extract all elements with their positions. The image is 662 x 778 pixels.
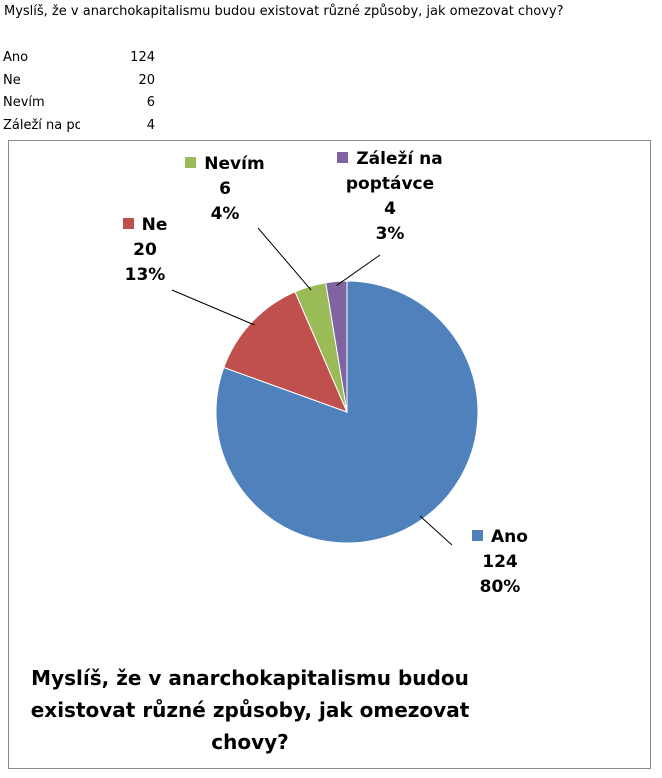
table-label: Ano [3,50,29,65]
data-label: Ne 20 13% [100,213,190,288]
pie-slice [325,280,348,413]
data-label: Záleží na poptávce 4 3% [320,147,460,247]
legend-key [185,157,197,168]
table-label: Záleží na poptávce [3,117,80,133]
data-label: Ano 124 80% [455,525,545,600]
label-value: 124 [482,552,518,572]
legend-key [122,218,134,229]
leader-line [257,227,312,291]
data-label: Nevím 6 4% [180,152,270,227]
label-name: Ano [491,527,528,547]
header-title: Myslíš, že v anarchokapitalismu budou ex… [4,4,564,19]
leader-line [171,289,255,326]
table-value: 124 [130,50,155,65]
label-value: 4 [384,199,396,219]
label-percent: 13% [124,265,166,285]
chart-title: Myslíš, že v anarchokapitalismu budou ex… [30,666,470,754]
label-value: 6 [219,179,231,199]
label-percent: 3% [375,224,405,244]
pie-slice [223,291,348,413]
leader-line [336,254,381,286]
leader-line [419,515,453,546]
legend-key [337,152,349,163]
table-label: Nevím [3,95,45,110]
pie-slice [215,280,479,544]
chart-frame [8,140,651,769]
legend-key [472,530,484,541]
table-label: Ne [3,72,21,88]
table-value: 6 [146,95,155,110]
label-value: 20 [133,240,157,260]
label-percent: 80% [479,577,521,597]
label-percent: 4% [210,204,240,224]
label-name: Záleží na poptávce [345,149,443,194]
label-name: Ne [141,215,168,235]
table-value: 20 [138,72,155,88]
table-value: 4 [146,117,155,133]
label-name: Nevím [204,154,265,174]
